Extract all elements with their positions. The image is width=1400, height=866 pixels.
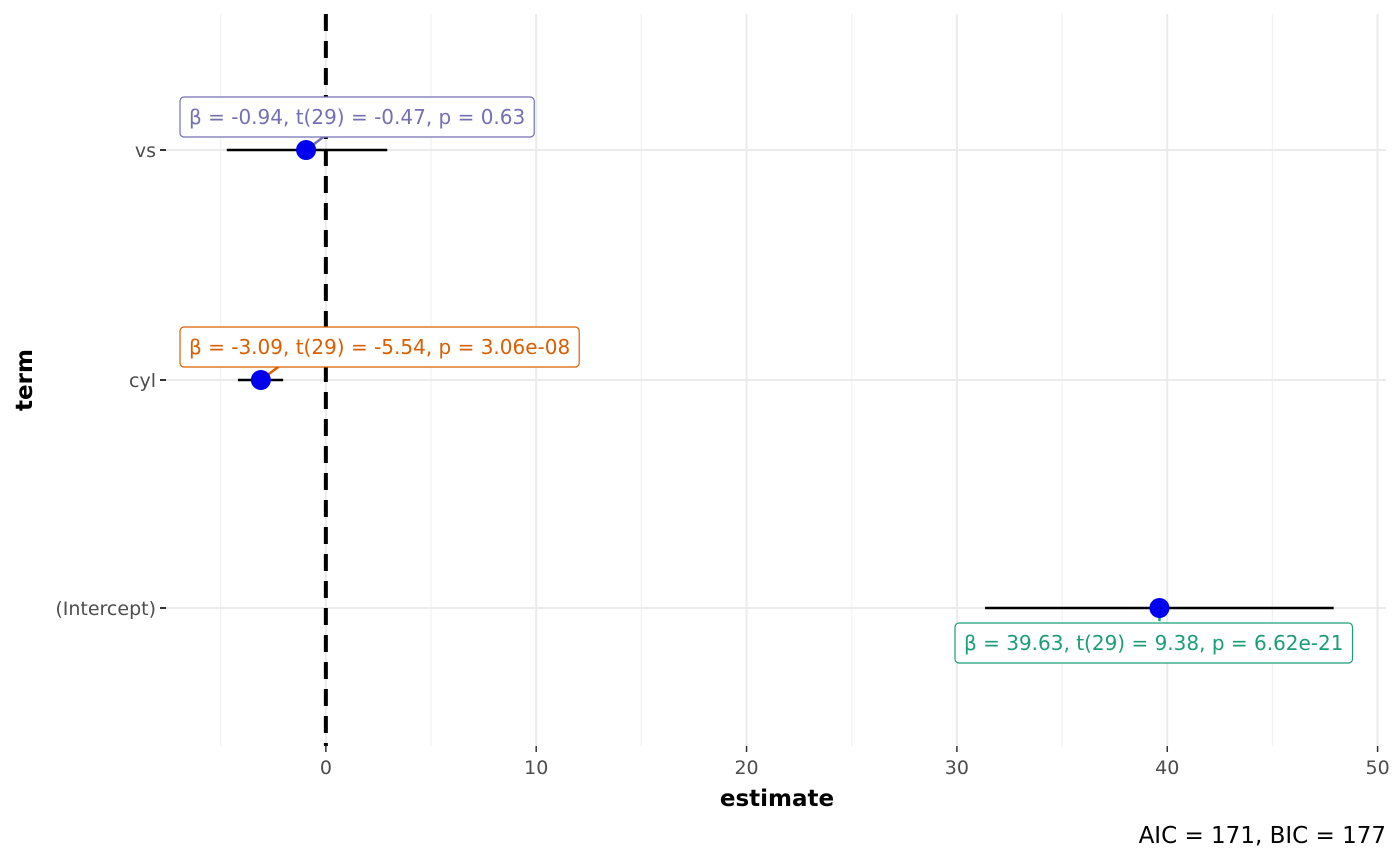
estimate-point bbox=[1149, 598, 1170, 618]
x-tick-label: 50 bbox=[1365, 757, 1389, 779]
x-tick-label: 30 bbox=[945, 757, 969, 779]
estimate-point bbox=[296, 140, 317, 160]
y-tick-label: cyl bbox=[129, 370, 156, 392]
x-axis-title: estimate bbox=[720, 786, 834, 812]
coefficient-label-text: β = -0.94, t(29) = -0.47, p = 0.63 bbox=[189, 105, 525, 129]
estimate-point bbox=[250, 370, 271, 390]
coefficient-label-text: β = 39.63, t(29) = 9.38, p = 6.62e-21 bbox=[964, 631, 1344, 655]
y-tick-label: vs bbox=[135, 140, 156, 162]
coefficient-label-box bbox=[954, 622, 1354, 664]
coefficient-label-box bbox=[179, 96, 535, 138]
y-axis-title: term bbox=[12, 349, 38, 411]
x-tick-label: 40 bbox=[1155, 757, 1179, 779]
data-marks bbox=[226, 135, 1334, 622]
model-fit-caption: AIC = 171, BIC = 177 bbox=[1139, 823, 1386, 849]
coefficient-label-text: β = -3.09, t(29) = -5.54, p = 3.06e-08 bbox=[189, 335, 570, 359]
coefficient-labels: β = -0.94, t(29) = -0.47, p = 0.63 β = -3… bbox=[179, 96, 1354, 664]
coefficient-label-box bbox=[179, 326, 580, 368]
x-tick-label: 10 bbox=[524, 757, 548, 779]
axes: 0 10 20 30 40 50 vs cyl (Intercept) bbox=[55, 140, 1389, 779]
y-tick-label: (Intercept) bbox=[55, 598, 156, 620]
x-tick-label: 0 bbox=[320, 757, 332, 779]
x-tick-label: 20 bbox=[734, 757, 758, 779]
